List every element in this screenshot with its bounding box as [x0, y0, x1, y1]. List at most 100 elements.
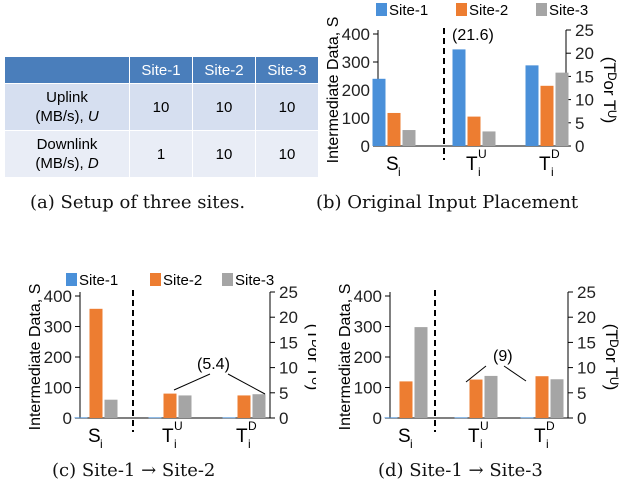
bar-site-2 — [399, 381, 413, 418]
bar-site-1 — [372, 78, 386, 146]
x-tick-label: T — [468, 426, 480, 447]
legend-swatch — [536, 3, 547, 16]
bar-site-1 — [148, 417, 162, 419]
y-tick-label: 400 — [44, 287, 72, 306]
x-tick-label: T — [162, 426, 174, 447]
x-tick-subscript: i — [551, 165, 554, 179]
column-header-site-1: Site-1 — [129, 56, 193, 84]
table-cell: 10 — [192, 130, 256, 178]
legend-swatch — [66, 273, 77, 286]
row-label-unit: (MB/s), — [35, 108, 84, 125]
x-tick-label: T — [534, 426, 546, 447]
legend-swatch — [150, 273, 161, 286]
bar-site-3 — [402, 130, 416, 146]
y-tick-label: 0 — [361, 137, 370, 156]
bar-site-3 — [555, 72, 569, 146]
table-cell: 10 — [192, 83, 256, 131]
x-tick-subscript: i — [546, 437, 549, 451]
y2-tick-label: 15 — [279, 333, 298, 352]
row-label-uplink: Uplink (MB/s), U — [4, 83, 130, 131]
x-tick-label: S — [398, 426, 411, 447]
annotation-label: (5.4) — [197, 356, 230, 373]
y2-tick-label: 0 — [575, 137, 584, 156]
x-tick-subscript: i — [398, 165, 401, 179]
table-cell: 1 — [129, 130, 193, 178]
row-label-line1: Uplink — [46, 89, 88, 106]
y2-tick-label: 25 — [575, 21, 594, 40]
row-label-downlink: Downlink (MB/s), D — [4, 130, 130, 178]
x-tick-superscript: D — [546, 419, 555, 433]
y2-tick-label: 0 — [577, 409, 586, 428]
setup-table: Site-1 Site-2 Site-3 Uplink (MB/s), U 10… — [4, 56, 319, 178]
chart-c: 0 100 200 300 400 0 5 10 15 20 25 Intermediate Data… — [27, 272, 316, 451]
x-tick-superscript: D — [248, 419, 257, 433]
y2-tick-label: 10 — [575, 91, 594, 110]
caption-c: (c) Site-1 → Site-2 — [52, 460, 216, 481]
x-tick-label: T — [236, 426, 248, 447]
table-cell: 10 — [255, 83, 319, 131]
x-tick-subscript: i — [480, 437, 483, 451]
y-axis-label: Intermediate Data, S — [27, 284, 44, 431]
table-cell: 10 — [255, 130, 319, 178]
column-header-site-2: Site-2 — [192, 56, 256, 84]
table-corner — [4, 56, 130, 84]
y2-tick-label: 10 — [577, 359, 596, 378]
legend-swatch — [376, 3, 387, 16]
y2-tick-label: 20 — [577, 308, 596, 327]
y2-tick-label: 10 — [279, 359, 298, 378]
legend-swatch — [456, 3, 467, 16]
legend-label: Site-3 — [235, 272, 274, 289]
caption-d: (d) Site-1 → Site-3 — [378, 460, 543, 481]
x-tick-subscript: i — [174, 437, 177, 451]
bar-site-3 — [104, 399, 118, 418]
y2-tick-label: 25 — [577, 283, 596, 302]
bar-site-2 — [469, 379, 483, 418]
legend-label: Site-1 — [389, 2, 428, 19]
bar-site-3 — [484, 375, 498, 418]
x-tick-superscript: D — [551, 147, 560, 161]
bar-site-1 — [454, 417, 468, 419]
bar-site-1 — [384, 417, 398, 419]
bar-site-3 — [482, 131, 496, 146]
y-axis-label: Intermediate Data, S — [337, 284, 354, 431]
y-tick-label: 0 — [63, 409, 72, 428]
x-tick-label: S — [88, 426, 101, 447]
y-tick-label: 100 — [354, 379, 382, 398]
chart-b: 0 100 200 300 400 0 5 10 15 20 25 Intermediate Data… — [325, 2, 619, 179]
chart-d: 0 100 200 300 400 0 5 10 15 20 25 Intermediate Data… — [337, 283, 621, 451]
y-tick-label: 200 — [44, 348, 72, 367]
bar-site-1 — [525, 65, 539, 146]
bar-site-2 — [535, 376, 549, 418]
y-tick-label: 400 — [342, 25, 370, 44]
x-tick-superscript: U — [478, 147, 487, 161]
bar-site-3 — [252, 394, 266, 418]
x-tick-subscript: i — [410, 437, 413, 451]
bar-site-2 — [387, 112, 401, 146]
x-tick-label: S — [386, 154, 399, 175]
y-tick-label: 200 — [342, 81, 370, 100]
x-tick-subscript: i — [100, 437, 103, 451]
bar-site-3 — [414, 327, 428, 418]
y2-axis-label: (Tᴰor Tᵁ) — [602, 324, 621, 391]
y2-tick-label: 0 — [279, 409, 288, 428]
x-tick-subscript: i — [478, 165, 481, 179]
annotation-label: (9) — [493, 348, 513, 365]
y2-tick-label: 15 — [575, 67, 594, 86]
y-tick-label: 400 — [354, 287, 382, 306]
y2-axis-label: (Tᴰor Tᵁ) — [304, 324, 316, 391]
table-row-uplink: Uplink (MB/s), U 10 10 10 — [4, 83, 319, 131]
y-axis-label: Intermediate Data, S — [325, 17, 342, 164]
y2-tick-label: 20 — [575, 44, 594, 63]
y-tick-label: 100 — [44, 379, 72, 398]
legend-swatch — [222, 273, 233, 286]
x-tick-superscript: U — [174, 419, 183, 433]
row-label-symbol: D — [87, 155, 99, 172]
bar-site-2 — [237, 395, 251, 418]
legend-label: Site-3 — [549, 2, 588, 19]
table-cell: 10 — [129, 83, 193, 131]
annotation-arrow — [503, 365, 527, 382]
y2-tick-label: 5 — [577, 384, 586, 403]
x-tick-subscript: i — [248, 437, 251, 451]
bar-site-1 — [452, 49, 466, 146]
legend-label: Site-2 — [469, 2, 508, 19]
